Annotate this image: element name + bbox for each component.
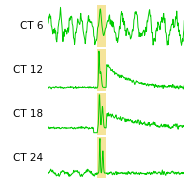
Bar [97, 137, 106, 178]
Text: CT 18: CT 18 [13, 109, 43, 119]
Text: CT 12: CT 12 [13, 65, 43, 75]
Bar [97, 49, 106, 91]
Bar [97, 93, 106, 135]
Text: CT 24: CT 24 [13, 153, 43, 163]
Text: CT 6: CT 6 [20, 21, 43, 31]
Bar [97, 5, 106, 47]
